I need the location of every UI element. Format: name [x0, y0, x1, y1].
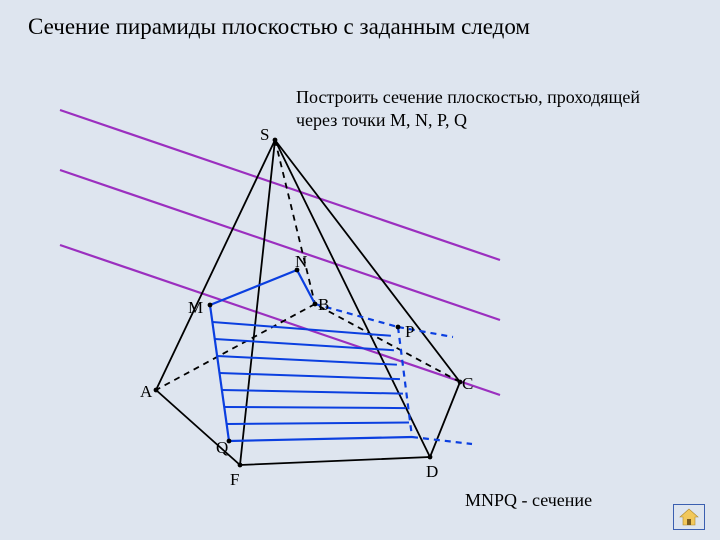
- label-M: M: [188, 298, 203, 318]
- label-C: C: [462, 374, 473, 394]
- construction-lines: [60, 110, 500, 395]
- section-hatch: [212, 322, 409, 424]
- slide-content: Сечение пирамиды плоскостью с заданным с…: [0, 0, 720, 540]
- slide-title: Сечение пирамиды плоскостью с заданным с…: [28, 14, 530, 40]
- home-icon[interactable]: [673, 504, 705, 530]
- pyramid-diagram: SAFDCBMNPQ: [100, 130, 520, 490]
- label-A: A: [140, 382, 152, 402]
- label-B: B: [318, 295, 329, 315]
- subtitle-line2: через точки M, N, P, Q: [296, 110, 467, 130]
- label-N: N: [295, 252, 307, 272]
- subtitle-line1: Построить сечение плоскостью, проходящей: [296, 87, 640, 107]
- slide-subtitle: Построить сечение плоскостью, проходящей…: [296, 86, 640, 133]
- label-F: F: [230, 470, 239, 490]
- label-P: P: [405, 322, 414, 342]
- result-text: MNPQ - сечение: [465, 490, 592, 511]
- label-Q: Q: [216, 438, 228, 458]
- label-D: D: [426, 462, 438, 482]
- title-text: Сечение пирамиды плоскостью с заданным с…: [28, 14, 530, 39]
- label-S: S: [260, 125, 269, 145]
